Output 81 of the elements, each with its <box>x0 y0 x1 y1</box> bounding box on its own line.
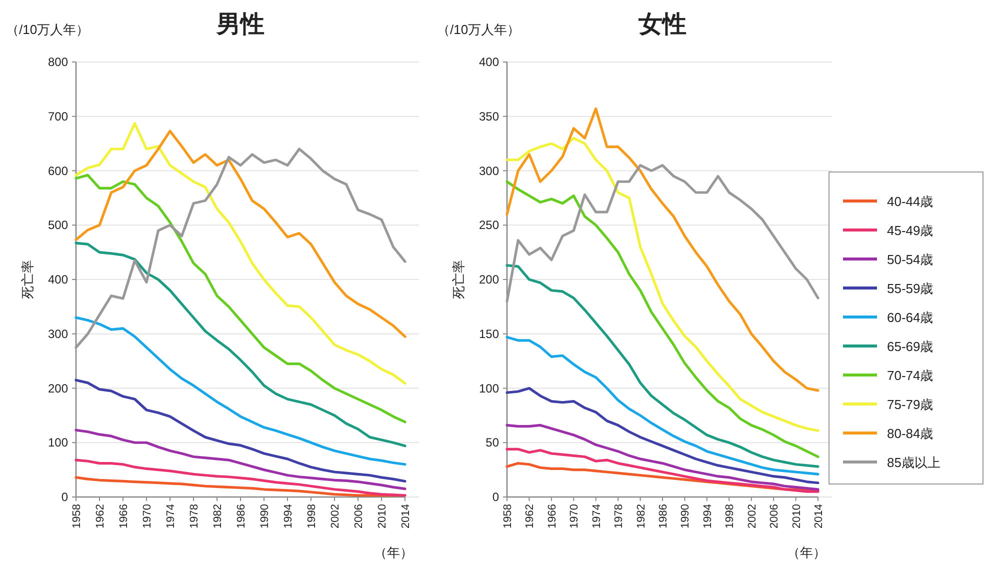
y-tick-label: 0 <box>492 490 500 504</box>
line-series <box>506 424 820 491</box>
line-series <box>506 386 820 484</box>
y-tick-label: 100 <box>48 436 68 450</box>
x-tick-label: 2006 <box>353 504 365 528</box>
x-tick-label: 2010 <box>790 504 803 528</box>
x-tick-label: 1982 <box>212 504 224 528</box>
x-tick-label: 2002 <box>330 504 342 528</box>
x-tick-label: 2014 <box>400 504 412 528</box>
line-series <box>74 316 406 466</box>
y-tick-label: 200 <box>478 272 500 286</box>
x-tick-label: 1994 <box>702 504 714 528</box>
x-tick-label: 1962 <box>524 504 536 528</box>
x-tick-label: 1958 <box>502 504 514 528</box>
y-tick-label: 400 <box>48 272 68 286</box>
legend-label: 65-69歳 <box>887 339 934 354</box>
legend-label: 75-79歳 <box>887 397 934 412</box>
x-tick-label: 1994 <box>282 504 294 528</box>
y-tick-label: 600 <box>48 164 68 178</box>
x-axis-title: （年） <box>787 545 826 560</box>
line-series <box>506 180 820 458</box>
y-tick-label: 500 <box>48 218 68 232</box>
x-tick-label: 1974 <box>590 504 603 528</box>
y-tick-label: 100 <box>478 381 500 396</box>
legend-label: 40-44歳 <box>887 194 934 209</box>
line-series <box>74 428 406 490</box>
x-tick-label: 1970 <box>142 504 154 528</box>
legend-label: 45-49歳 <box>887 223 934 238</box>
y-tick-label: 50 <box>486 436 500 450</box>
line-series <box>74 242 406 448</box>
chart-title: 女性 <box>638 11 686 38</box>
y-tick-label: 700 <box>48 109 68 124</box>
x-tick-label: 1966 <box>118 504 130 528</box>
y-tick-label: 400 <box>478 55 500 69</box>
y-tick-label: 200 <box>48 381 68 396</box>
line-series <box>506 448 820 493</box>
x-tick-label: 1966 <box>546 504 558 528</box>
x-tick-label: 1978 <box>613 504 626 528</box>
line-series <box>506 264 820 468</box>
x-axis-title: （年） <box>374 545 413 560</box>
y-tick-label: 350 <box>478 109 500 124</box>
x-tick-label: 1986 <box>658 504 670 528</box>
x-tick-label: 1998 <box>306 504 318 528</box>
y-tick-label: 250 <box>478 218 500 232</box>
y-tick-label: 0 <box>61 490 68 504</box>
legend-label: 50-54歳 <box>887 252 934 267</box>
legend-label: 55-59歳 <box>887 281 934 296</box>
x-tick-label: 2014 <box>813 504 825 528</box>
text: （/10万人年） <box>437 22 520 37</box>
y-tick-label: 300 <box>478 164 500 178</box>
line-series <box>506 107 820 392</box>
line-series <box>74 122 406 385</box>
y-tick-label: 150 <box>478 326 500 341</box>
x-tick-label: 1990 <box>680 504 692 528</box>
x-tick-label: 1986 <box>236 504 248 528</box>
x-tick-label: 1958 <box>71 504 83 528</box>
legend-label: 85歳以上 <box>887 455 940 470</box>
line-series <box>506 336 820 476</box>
x-tick-label: 1982 <box>635 504 648 528</box>
x-tick-label: 1990 <box>259 504 271 528</box>
x-tick-label: 1998 <box>724 504 736 528</box>
x-tick-label: 2006 <box>768 504 781 528</box>
y-axis-title: 死亡率 <box>20 260 35 299</box>
line-series <box>506 136 820 432</box>
x-tick-label: 1970 <box>568 504 581 528</box>
legend-label: 80-84歳 <box>887 426 934 441</box>
x-tick-label: 1978 <box>188 504 200 528</box>
x-tick-label: 2010 <box>376 504 388 528</box>
text: （/10万人年） <box>6 22 90 37</box>
y-tick-label: 800 <box>48 55 68 69</box>
legend-label: 70-74歳 <box>887 368 934 383</box>
x-tick-label: 1974 <box>165 504 177 528</box>
y-axis-title: 死亡率 <box>451 260 466 299</box>
x-tick-label: 2002 <box>746 504 758 528</box>
line-series <box>506 164 820 303</box>
x-tick-label: 1962 <box>94 504 106 528</box>
line-series <box>74 174 406 424</box>
chart-title: 男性 <box>216 11 264 38</box>
y-tick-label: 300 <box>48 326 68 341</box>
legend-label: 60-64歳 <box>887 310 934 325</box>
line-series <box>74 378 406 483</box>
